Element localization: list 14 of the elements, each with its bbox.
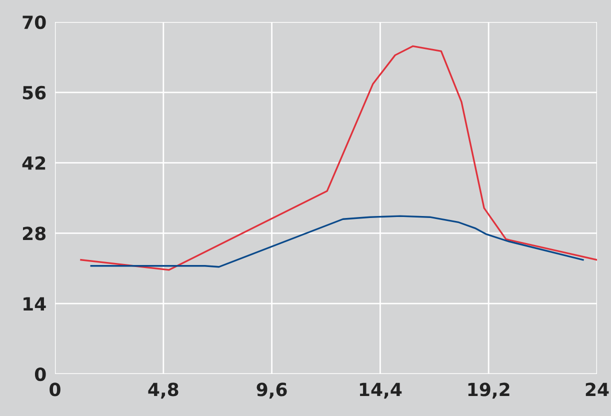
x-tick-label: 24 bbox=[586, 382, 609, 396]
y-tick-label: 28 bbox=[22, 226, 46, 240]
y-tick-label: 42 bbox=[22, 156, 46, 170]
y-tick-label: 70 bbox=[22, 15, 46, 30]
y-tick-label: 14 bbox=[24, 297, 46, 310]
x-tick-label: 9,6 bbox=[256, 382, 287, 399]
y-tick-label: 56 bbox=[22, 86, 46, 100]
x-tick-label: 19,2 bbox=[468, 382, 510, 399]
x-tick-label: 4,8 bbox=[148, 382, 178, 399]
x-tick-label: 0 bbox=[50, 382, 60, 396]
x-tick-label: 14,4 bbox=[360, 382, 402, 399]
y-tick-label: 0 bbox=[34, 367, 46, 382]
line-series bbox=[80, 45, 597, 271]
line-series bbox=[90, 215, 584, 268]
